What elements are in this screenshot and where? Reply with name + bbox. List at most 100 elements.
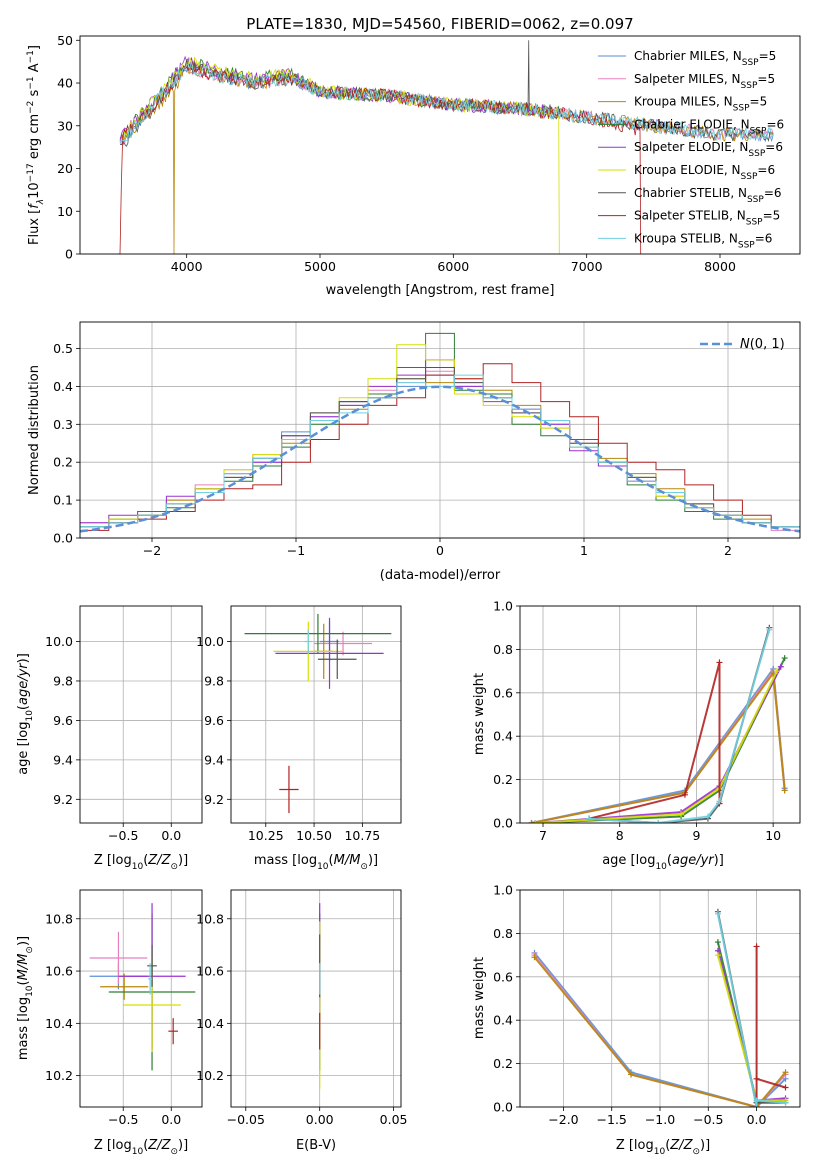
y-tick-label: 0.6 <box>493 969 513 984</box>
y-tick-label: 0 <box>65 247 73 262</box>
errorbars <box>90 614 196 813</box>
label-part: =5 <box>759 49 777 63</box>
errorbars <box>244 613 392 814</box>
histogram-salpeter-stelib <box>80 363 800 538</box>
label-part: )] <box>178 853 188 868</box>
x-tick-label: 8 <box>616 828 624 843</box>
x-tick-label: −0.5 <box>693 1112 723 1127</box>
point-kroupa-elodie <box>532 820 539 823</box>
x-tick-label: 5000 <box>304 259 336 274</box>
point-kroupa-stelib <box>704 813 711 820</box>
label-part: ( <box>16 980 31 985</box>
y-tick-label: 10.8 <box>196 911 224 926</box>
series-salpeter-miles <box>531 668 786 823</box>
series-chabrier-stelib <box>119 40 774 148</box>
x-tick-label: 10.50 <box>296 828 332 843</box>
label-part: ⊙ <box>170 1147 178 1157</box>
point-salpeter-elodie <box>777 663 784 670</box>
label-part: Z/Z <box>147 1138 171 1153</box>
label-part: 10 <box>317 862 329 872</box>
label-part: 10 <box>655 862 667 872</box>
y-tick-label: 0.2 <box>53 455 73 470</box>
legend-item: Kroupa STELIB, NSSP=6 <box>634 231 772 250</box>
point-kroupa-stelib <box>716 798 723 805</box>
label-part: ⊙ <box>25 946 35 954</box>
y-tick-label: 9.4 <box>204 752 224 767</box>
label-part: Flux [ <box>27 209 42 245</box>
label-part: ⊙ <box>170 862 178 872</box>
legend-item: Chabrier STELIB, NSSP=6 <box>634 186 782 205</box>
weight-lines <box>528 624 788 823</box>
point-kroupa-elodie <box>678 811 685 818</box>
legend-item: Salpeter MILES, NSSP=5 <box>634 72 775 91</box>
point-kroupa-stelib <box>586 815 593 822</box>
y-axis-label: mass [log10(M/M⊙)] <box>16 936 35 1060</box>
label-part: Kroupa MILES, N <box>634 95 733 109</box>
label-part: age/yr <box>16 662 31 705</box>
label-part: (0, 1) <box>750 337 785 352</box>
point-kroupa-elodie <box>773 668 780 675</box>
x-axis-label: (data-model)/error <box>380 568 501 583</box>
y-axis-label: mass weight <box>472 673 487 755</box>
x-tick-label: −2.0 <box>548 1112 578 1127</box>
y-axis-label: Normed distribution <box>27 365 42 495</box>
weight-lines <box>531 908 789 1107</box>
x-tick-label: −1 <box>287 543 305 558</box>
point-kroupa-stelib <box>766 626 773 633</box>
series-kroupa-elodie <box>535 670 778 823</box>
point-salpeter-stelib <box>681 791 688 798</box>
label-part: SSP <box>747 195 764 205</box>
series-salpeter-stelib <box>588 662 721 820</box>
label-part: 10 <box>25 985 35 997</box>
y-tick-label: 20 <box>57 161 73 176</box>
x-tick-label: −0.05 <box>227 1112 265 1127</box>
label-part: ] <box>27 45 42 50</box>
label-part: ⊙ <box>360 862 368 872</box>
y-axis-label: mass weight <box>472 957 487 1039</box>
x-tick-label: 0.0 <box>161 1112 181 1127</box>
point-kroupa-miles <box>528 820 535 823</box>
series-kroupa-stelib <box>716 913 786 1107</box>
label-part: −17 <box>26 163 36 182</box>
label-part: 10 <box>132 1147 144 1157</box>
y-tick-label: 0.3 <box>53 417 73 432</box>
x-tick-label: 10.25 <box>248 828 284 843</box>
label-part: SSP <box>738 240 755 250</box>
label-part: erg cm <box>27 114 42 163</box>
x-tick-label: 0.0 <box>161 828 181 843</box>
y-axis-label: age [log10(age/yr)] <box>16 653 35 775</box>
point-kroupa-miles <box>782 1069 789 1076</box>
axes-frame <box>230 605 402 824</box>
x-tick-label: 4000 <box>171 259 203 274</box>
point-chabrier-elodie <box>714 939 721 946</box>
label-part: λ <box>36 199 46 205</box>
y-tick-label: 10.0 <box>45 634 73 649</box>
label-part: 10 <box>132 862 144 872</box>
label-part: Chabrier MILES, N <box>634 49 742 63</box>
series-chabrier-miles <box>533 952 787 1107</box>
legend-item: Salpeter STELIB, NSSP=5 <box>634 209 780 228</box>
label-part: M/M <box>16 954 31 981</box>
legend-item: Salpeter ELODIE, NSSP=6 <box>634 140 783 159</box>
label-part: −1 <box>26 76 36 89</box>
y-tick-label: 10 <box>57 204 73 219</box>
label-part: M/M <box>334 853 361 868</box>
y-tick-label: 0.4 <box>493 729 513 744</box>
x-axis-label: wavelength [Angstrom, rest frame] <box>326 283 555 298</box>
y-tick-label: 0.0 <box>493 816 513 831</box>
point-salpeter-stelib <box>753 943 760 950</box>
label-part: f <box>27 202 42 209</box>
label-part: Salpeter STELIB, N <box>634 209 746 223</box>
label-part: ( <box>665 1138 670 1153</box>
x-tick-label: 6000 <box>437 259 469 274</box>
label-part: SSP <box>733 104 750 114</box>
y-tick-label: 10.6 <box>196 964 224 979</box>
label-part: Z [log <box>94 1138 132 1153</box>
label-part: Salpeter ELODIE, N <box>634 140 748 154</box>
series-kroupa-miles <box>119 61 774 254</box>
y-tick-label: 9.6 <box>204 713 224 728</box>
x-tick-label: 10.75 <box>344 828 380 843</box>
y-tick-label: 10.4 <box>45 1016 73 1031</box>
x-tick-label: 10 <box>765 828 781 843</box>
label-part: =5 <box>763 209 781 223</box>
